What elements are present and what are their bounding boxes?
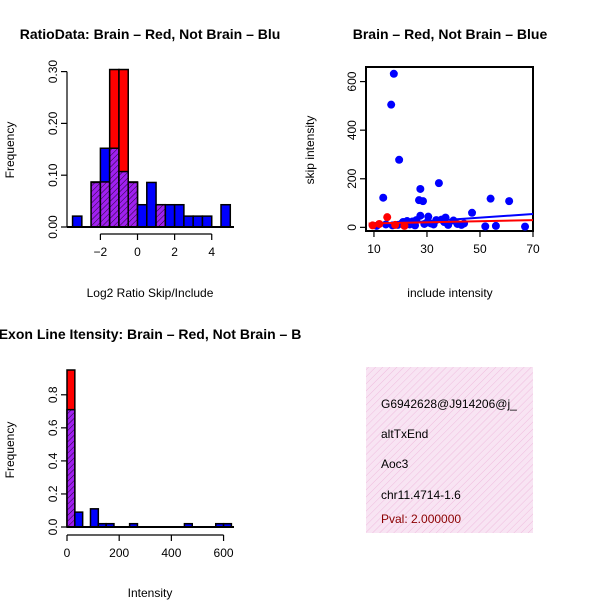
histogram-bar: [192, 215, 204, 228]
histogram-overlap-bar: [127, 181, 139, 228]
info-panel-clip: G6942628@J914206@j_ altTxEnd Aoc3 chr11.…: [381, 397, 517, 526]
y-tick-label: 0.20: [46, 111, 60, 135]
scatter-point-blue: [416, 211, 425, 220]
histogram-bar: [201, 215, 213, 228]
scatter-point-blue: [387, 100, 396, 109]
intensity-histogram-bars: [66, 369, 234, 528]
histogram-overlap-bar: [66, 408, 76, 528]
y-tick-label: 0.8: [46, 386, 60, 403]
histogram-overlap-bar: [108, 147, 120, 228]
y-tick-label: 0.00: [46, 215, 60, 239]
info-panel-background: [366, 367, 533, 533]
scatter-point-blue: [389, 69, 398, 78]
scatter-xlabel: include intensity: [407, 286, 492, 300]
info-probe-id: G6942628@J914206@j_: [381, 397, 517, 411]
histogram-bar: [146, 181, 157, 228]
y-tick-label: 0.4: [46, 452, 60, 469]
scatter-panel: Brain – Red, Not Brain – Blue 10 30 50 70 0 2…: [303, 26, 547, 300]
info-pval: Pval: 2.000000: [381, 512, 461, 526]
histogram-bar: [89, 508, 100, 528]
info-panel: G6942628@J914206@j_ altTxEnd Aoc3 chr11.…: [366, 367, 533, 533]
x-tick-label: 30: [420, 242, 434, 256]
y-tick-label: 0.0: [46, 518, 60, 535]
histogram-overlap-bar: [99, 181, 111, 228]
scatter-point-blue: [468, 208, 477, 217]
scatter-point-blue: [416, 184, 425, 193]
scatter-axes: 10 30 50 70 0 200 400 600: [345, 71, 540, 256]
y-tick-label: 0.30: [46, 60, 60, 84]
histogram-bar: [164, 203, 176, 228]
intensity-histogram-ylabel: Frequency: [3, 422, 17, 479]
x-tick-label: 10: [367, 242, 381, 256]
ratio-histogram-ylabel: Frequency: [3, 122, 17, 179]
y-tick-label: 0.2: [46, 485, 60, 502]
scatter-point-blue: [521, 222, 530, 231]
scatter-point-blue: [379, 193, 388, 202]
scatter-point-blue: [491, 221, 500, 230]
scatter-point-blue: [486, 194, 495, 203]
intensity-histogram-title: Exon Line Itensity: Brain – Red, Not Bra…: [0, 326, 301, 342]
y-tick-label: 0.6: [46, 419, 60, 436]
histogram-overlap-bar: [90, 181, 102, 228]
scatter-point-blue: [481, 222, 490, 231]
histogram-bar: [183, 215, 194, 228]
histogram-bar: [71, 215, 83, 228]
scatter-point-blue: [457, 220, 466, 229]
y-tick-label: 0: [345, 224, 359, 231]
histogram-bar: [220, 203, 232, 228]
scatter-point-blue: [505, 197, 514, 206]
info-location: chr11.4714-1.6: [381, 488, 461, 502]
scatter-point-red: [383, 213, 392, 222]
x-tick-label: 4: [208, 245, 215, 259]
x-tick-label: 70: [526, 242, 540, 256]
intensity-histogram-xlabel: Intensity: [128, 586, 173, 600]
fit-line-red: [368, 219, 534, 225]
ratio-histogram-panel: RatioData: Brain – Red, Not Brain – Blu …: [3, 26, 280, 300]
info-event-type: altTxEnd: [381, 427, 428, 441]
x-tick-label: 0: [134, 245, 141, 259]
y-tick-label: 0.10: [46, 163, 60, 187]
scatter-point-blue: [424, 212, 433, 221]
scatter-point-blue: [434, 179, 443, 188]
x-tick-label: 2: [171, 245, 178, 259]
info-gene-name: Aoc3: [381, 457, 409, 471]
histogram-overlap-bar: [155, 203, 167, 228]
scatter-plot-box: [365, 66, 534, 232]
x-tick-label: 200: [109, 546, 129, 560]
histogram-bar: [173, 203, 185, 228]
y-tick-label: 400: [345, 120, 359, 140]
scatter-point-blue: [418, 197, 427, 206]
scatter-marks: [368, 69, 534, 231]
x-tick-label: −2: [94, 245, 108, 259]
ratio-histogram-title: RatioData: Brain – Red, Not Brain – Blu: [20, 26, 281, 42]
x-tick-label: 600: [214, 546, 234, 560]
intensity-histogram-panel: Exon Line Itensity: Brain – Red, Not Bra…: [0, 326, 301, 600]
y-tick-label: 600: [345, 71, 359, 91]
scatter-point-red: [400, 221, 409, 230]
scatter-title: Brain – Red, Not Brain – Blue: [353, 26, 548, 42]
ratio-histogram-xlabel: Log2 Ratio Skip/Include: [87, 286, 214, 300]
histogram-bar: [136, 203, 148, 228]
x-tick-label: 400: [161, 546, 181, 560]
histogram-bar: [74, 511, 84, 528]
ratio-histogram-axes: −2 0 2 4 0.00 0.10 0.20 0.30: [46, 60, 215, 259]
y-tick-label: 200: [345, 168, 359, 188]
scatter-ylabel: skip intensity: [303, 116, 317, 185]
scatter-point-blue: [395, 155, 404, 164]
x-tick-label: 50: [473, 242, 487, 256]
histogram-overlap-bar: [118, 170, 129, 228]
ratio-histogram-bars: [67, 68, 234, 228]
x-tick-label: 0: [64, 546, 71, 560]
intensity-histogram-axes: 0 200 400 600 0.0 0.2 0.4 0.6 0.8: [46, 386, 234, 560]
